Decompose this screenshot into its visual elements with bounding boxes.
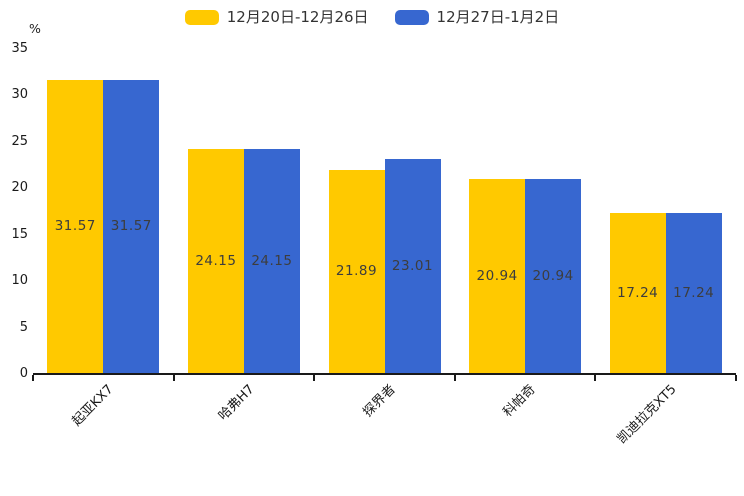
bar-series1: 24.15: [187, 148, 244, 373]
x-category-label: 起亚KX7: [69, 382, 117, 430]
x-tick-mark: [172, 375, 175, 381]
legend-label: 12月20日-12月26日: [226, 8, 369, 26]
bar-series2: 31.57: [103, 79, 160, 373]
bar-value-label: 21.89: [335, 263, 378, 280]
x-tick-mark: [735, 375, 737, 381]
bar-value-label: 24.15: [251, 252, 293, 269]
legend-item[interactable]: 12月27日-1月2日: [394, 8, 560, 26]
x-category-label: 哈弗H7: [215, 382, 258, 424]
x-category-label: 科帕奇: [500, 382, 539, 421]
bar-value-label: 31.57: [110, 218, 152, 235]
legend: 12月20日-12月26日 12月27日-1月2日: [0, 8, 744, 26]
y-tick-label: 15: [11, 226, 28, 242]
bar-value-label: 20.94: [476, 267, 518, 284]
x-tick-mark: [594, 375, 597, 381]
bar-series1: 31.57: [47, 79, 104, 373]
bar-value-label: 17.24: [617, 284, 659, 301]
x-tick-mark: [313, 375, 316, 381]
x-category-label: 凯迪拉克XT5: [614, 382, 680, 447]
bar-series1: 17.24: [609, 212, 666, 373]
legend-label: 12月27日-1月2日: [436, 8, 560, 26]
bar-series1: 20.94: [469, 178, 526, 373]
legend-swatch-icon: [184, 9, 219, 25]
bar-series2: 17.24: [665, 212, 722, 373]
y-tick-label: 35: [11, 41, 28, 56]
legend-swatch-icon: [394, 9, 429, 25]
bar-series2: 24.15: [243, 148, 300, 373]
x-category-label: 探界者: [359, 382, 399, 421]
x-axis-line: [33, 373, 736, 375]
bar-value-label: 31.57: [54, 218, 96, 235]
x-tick-mark: [32, 375, 34, 381]
y-tick-label: 30: [11, 87, 28, 103]
legend-item[interactable]: 12月20日-12月26日: [184, 8, 369, 26]
x-tick-mark: [453, 375, 456, 381]
bar-value-label: 23.01: [391, 258, 434, 275]
y-tick-label: 0: [19, 366, 28, 381]
bar-series1: 21.89: [328, 169, 385, 373]
y-axis-unit-label: %: [29, 21, 41, 36]
y-tick-label: 10: [11, 273, 28, 289]
y-tick-label: 20: [11, 180, 28, 196]
bar-series2: 23.01: [384, 159, 441, 373]
y-tick-label: 25: [11, 133, 28, 149]
bar-value-label: 17.24: [673, 284, 715, 301]
y-tick-label: 5: [19, 319, 28, 335]
bar-series2: 20.94: [525, 178, 582, 373]
bar-value-label: 24.15: [195, 252, 237, 269]
bar-value-label: 20.94: [532, 267, 574, 284]
